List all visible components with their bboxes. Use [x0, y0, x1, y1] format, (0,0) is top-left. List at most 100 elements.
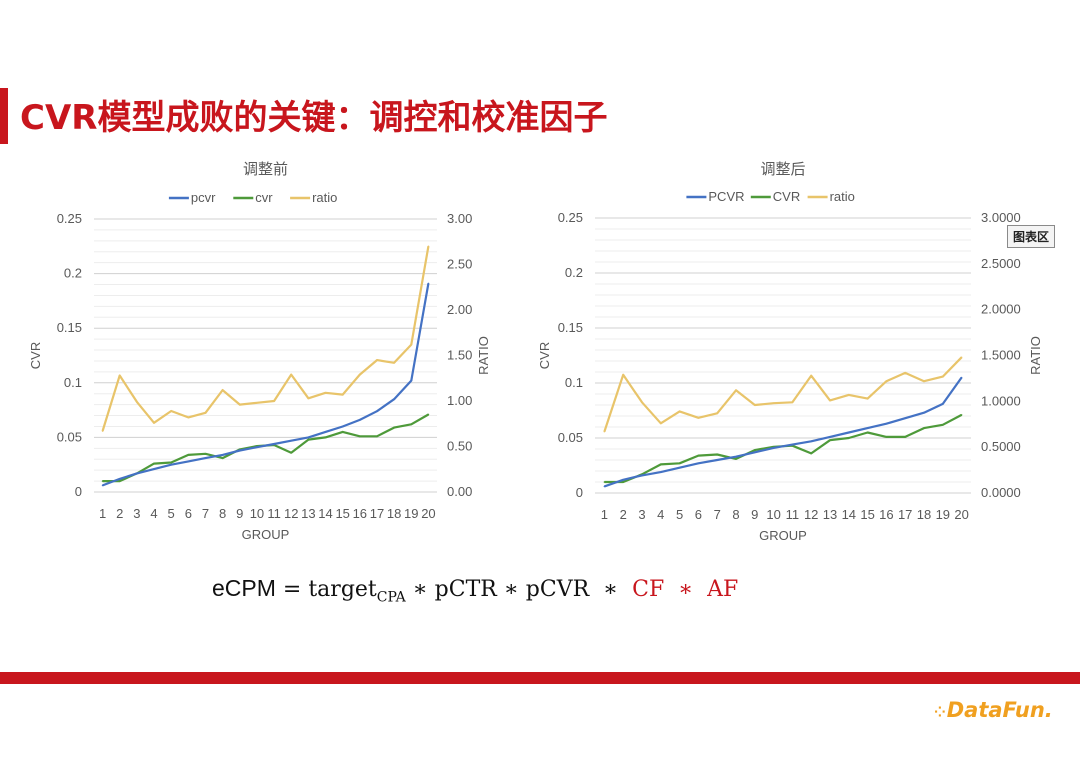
data-point-pcvr: [678, 466, 681, 469]
page-title: CVR模型成败的关键：调控和校准因子: [20, 98, 608, 138]
data-point-cvr: [735, 458, 737, 460]
data-point-ratio: [204, 412, 207, 414]
data-point-ratio: [136, 401, 138, 403]
x-tick-label: 5: [676, 507, 683, 522]
x-tick-label: 3: [133, 506, 140, 521]
formula-pctr-pcvr: ∗ pCTR ∗ pCVR: [412, 577, 590, 602]
x-tick-label: 18: [387, 506, 401, 521]
x-tick-label: 12: [804, 507, 818, 522]
y-axis-title: CVR: [28, 342, 43, 369]
data-point-ratio: [942, 375, 944, 378]
data-point-ratio: [170, 410, 172, 412]
logo-dots-icon: ⁘: [934, 705, 946, 721]
data-point-pcvr: [716, 459, 718, 461]
data-point-ratio: [307, 397, 310, 400]
data-point-pcvr: [341, 425, 344, 428]
data-point-cvr: [376, 435, 378, 438]
x-tick-label: 9: [236, 506, 243, 521]
chart-before-adjustment[interactable]: 0 0.05 0.1 0.15 0.2 0.25 0.00 0.50 1.00 1.50 2.00 2…: [14, 152, 510, 548]
data-point-cvr: [204, 452, 207, 455]
x-tick-label: 16: [353, 506, 367, 521]
x-tick-label: 4: [150, 506, 157, 521]
x-tick-label: 11: [267, 506, 281, 521]
x-tick-label: 13: [823, 507, 837, 522]
x-tick-label: 7: [202, 506, 209, 521]
data-point-pcvr: [942, 403, 944, 405]
data-point-ratio: [678, 410, 681, 413]
x-tick-label: 14: [842, 507, 856, 522]
data-point-pcvr: [359, 419, 361, 421]
data-point-ratio: [187, 416, 190, 419]
data-point-cvr: [660, 463, 662, 466]
y-tick-label: 0: [75, 484, 82, 499]
data-point-pcvr: [848, 431, 850, 434]
data-point-ratio: [735, 389, 737, 392]
y2-tick-label: 3.0000: [981, 210, 1021, 225]
legend-label-ratio: ratio: [830, 189, 855, 204]
y2-axis-title: RATIO: [1028, 336, 1043, 375]
data-point-pcvr: [660, 471, 662, 473]
data-point-pcvr: [697, 462, 700, 465]
data-point-cvr: [848, 437, 850, 439]
data-point-pcvr: [187, 460, 190, 463]
data-point-pcvr: [410, 379, 413, 382]
data-point-cvr: [393, 426, 395, 429]
legend-label-pcvr: PCVR: [708, 189, 744, 204]
data-point-ratio: [603, 430, 606, 433]
chart-svg: 0 0.05 0.1 0.15 0.2 0.25 0.0000 0.5000 1.0000 1.5…: [537, 160, 1043, 543]
data-point-ratio: [885, 380, 888, 382]
data-point-cvr: [678, 462, 681, 465]
data-point-pcvr: [204, 457, 207, 459]
data-point-ratio: [101, 430, 104, 432]
data-point-cvr: [942, 424, 944, 426]
chart-after-adjustment[interactable]: 0 0.05 0.1 0.15 0.2 0.25 0.0000 0.5000 1.0000 1.5…: [528, 152, 1060, 548]
legend-label-pcvr: pcvr: [191, 190, 216, 205]
data-point-cvr: [885, 436, 888, 438]
y2-tick-label: 0.0000: [981, 485, 1021, 500]
x-tick-label: 1: [99, 506, 106, 521]
chart-title: 调整前: [243, 160, 288, 178]
data-point-ratio: [427, 245, 430, 248]
chart-svg: 0 0.05 0.1 0.15 0.2 0.25 0.00 0.50 1.00 1.50 2.00 2…: [28, 160, 491, 542]
data-point-cvr: [410, 423, 413, 426]
x-tick-label: 17: [370, 506, 384, 521]
y-tick-label: 0.05: [558, 430, 583, 445]
data-point-ratio: [324, 392, 327, 394]
x-tick-label: 16: [879, 507, 893, 522]
data-point-ratio: [393, 361, 395, 364]
y-tick-label: 0: [576, 485, 583, 500]
y-tick-label: 0.1: [64, 375, 82, 390]
data-point-cvr: [904, 436, 906, 438]
x-tick-label: 6: [185, 506, 192, 521]
legend-label-cvr: CVR: [773, 189, 800, 204]
y2-tick-label: 0.5000: [981, 439, 1021, 454]
data-point-pcvr: [772, 447, 775, 449]
data-point-pcvr: [791, 443, 794, 446]
data-point-cvr: [101, 480, 104, 482]
formula-target-subscript: CPA: [376, 589, 406, 606]
data-point-cvr: [290, 451, 293, 454]
x-axis-title: GROUP: [759, 528, 807, 543]
y2-axis-title: RATIO: [476, 336, 491, 375]
y-tick-label: 0.25: [57, 211, 82, 226]
data-point-ratio: [923, 380, 925, 382]
data-point-ratio: [359, 373, 361, 376]
data-point-pcvr: [307, 436, 310, 439]
y2-tick-label: 2.0000: [981, 302, 1021, 317]
data-point-ratio: [341, 393, 344, 396]
data-point-pcvr: [101, 484, 104, 487]
data-point-cvr: [810, 452, 812, 455]
formula-star-1: ∗: [603, 577, 619, 602]
data-point-pcvr: [170, 463, 172, 466]
x-tick-label: 9: [751, 507, 758, 522]
y-tick-label: 0.15: [558, 320, 583, 335]
y2-tick-label: 1.00: [447, 393, 472, 408]
y2-tick-label: 0.00: [447, 484, 472, 499]
chart-area-tooltip: 图表区: [1007, 225, 1056, 248]
chart-title: 调整后: [760, 160, 805, 178]
data-point-ratio: [238, 403, 241, 406]
data-point-pcvr: [273, 443, 275, 445]
formula-equals: =: [282, 577, 302, 602]
data-point-cvr: [307, 438, 310, 441]
data-point-pcvr: [866, 427, 869, 429]
